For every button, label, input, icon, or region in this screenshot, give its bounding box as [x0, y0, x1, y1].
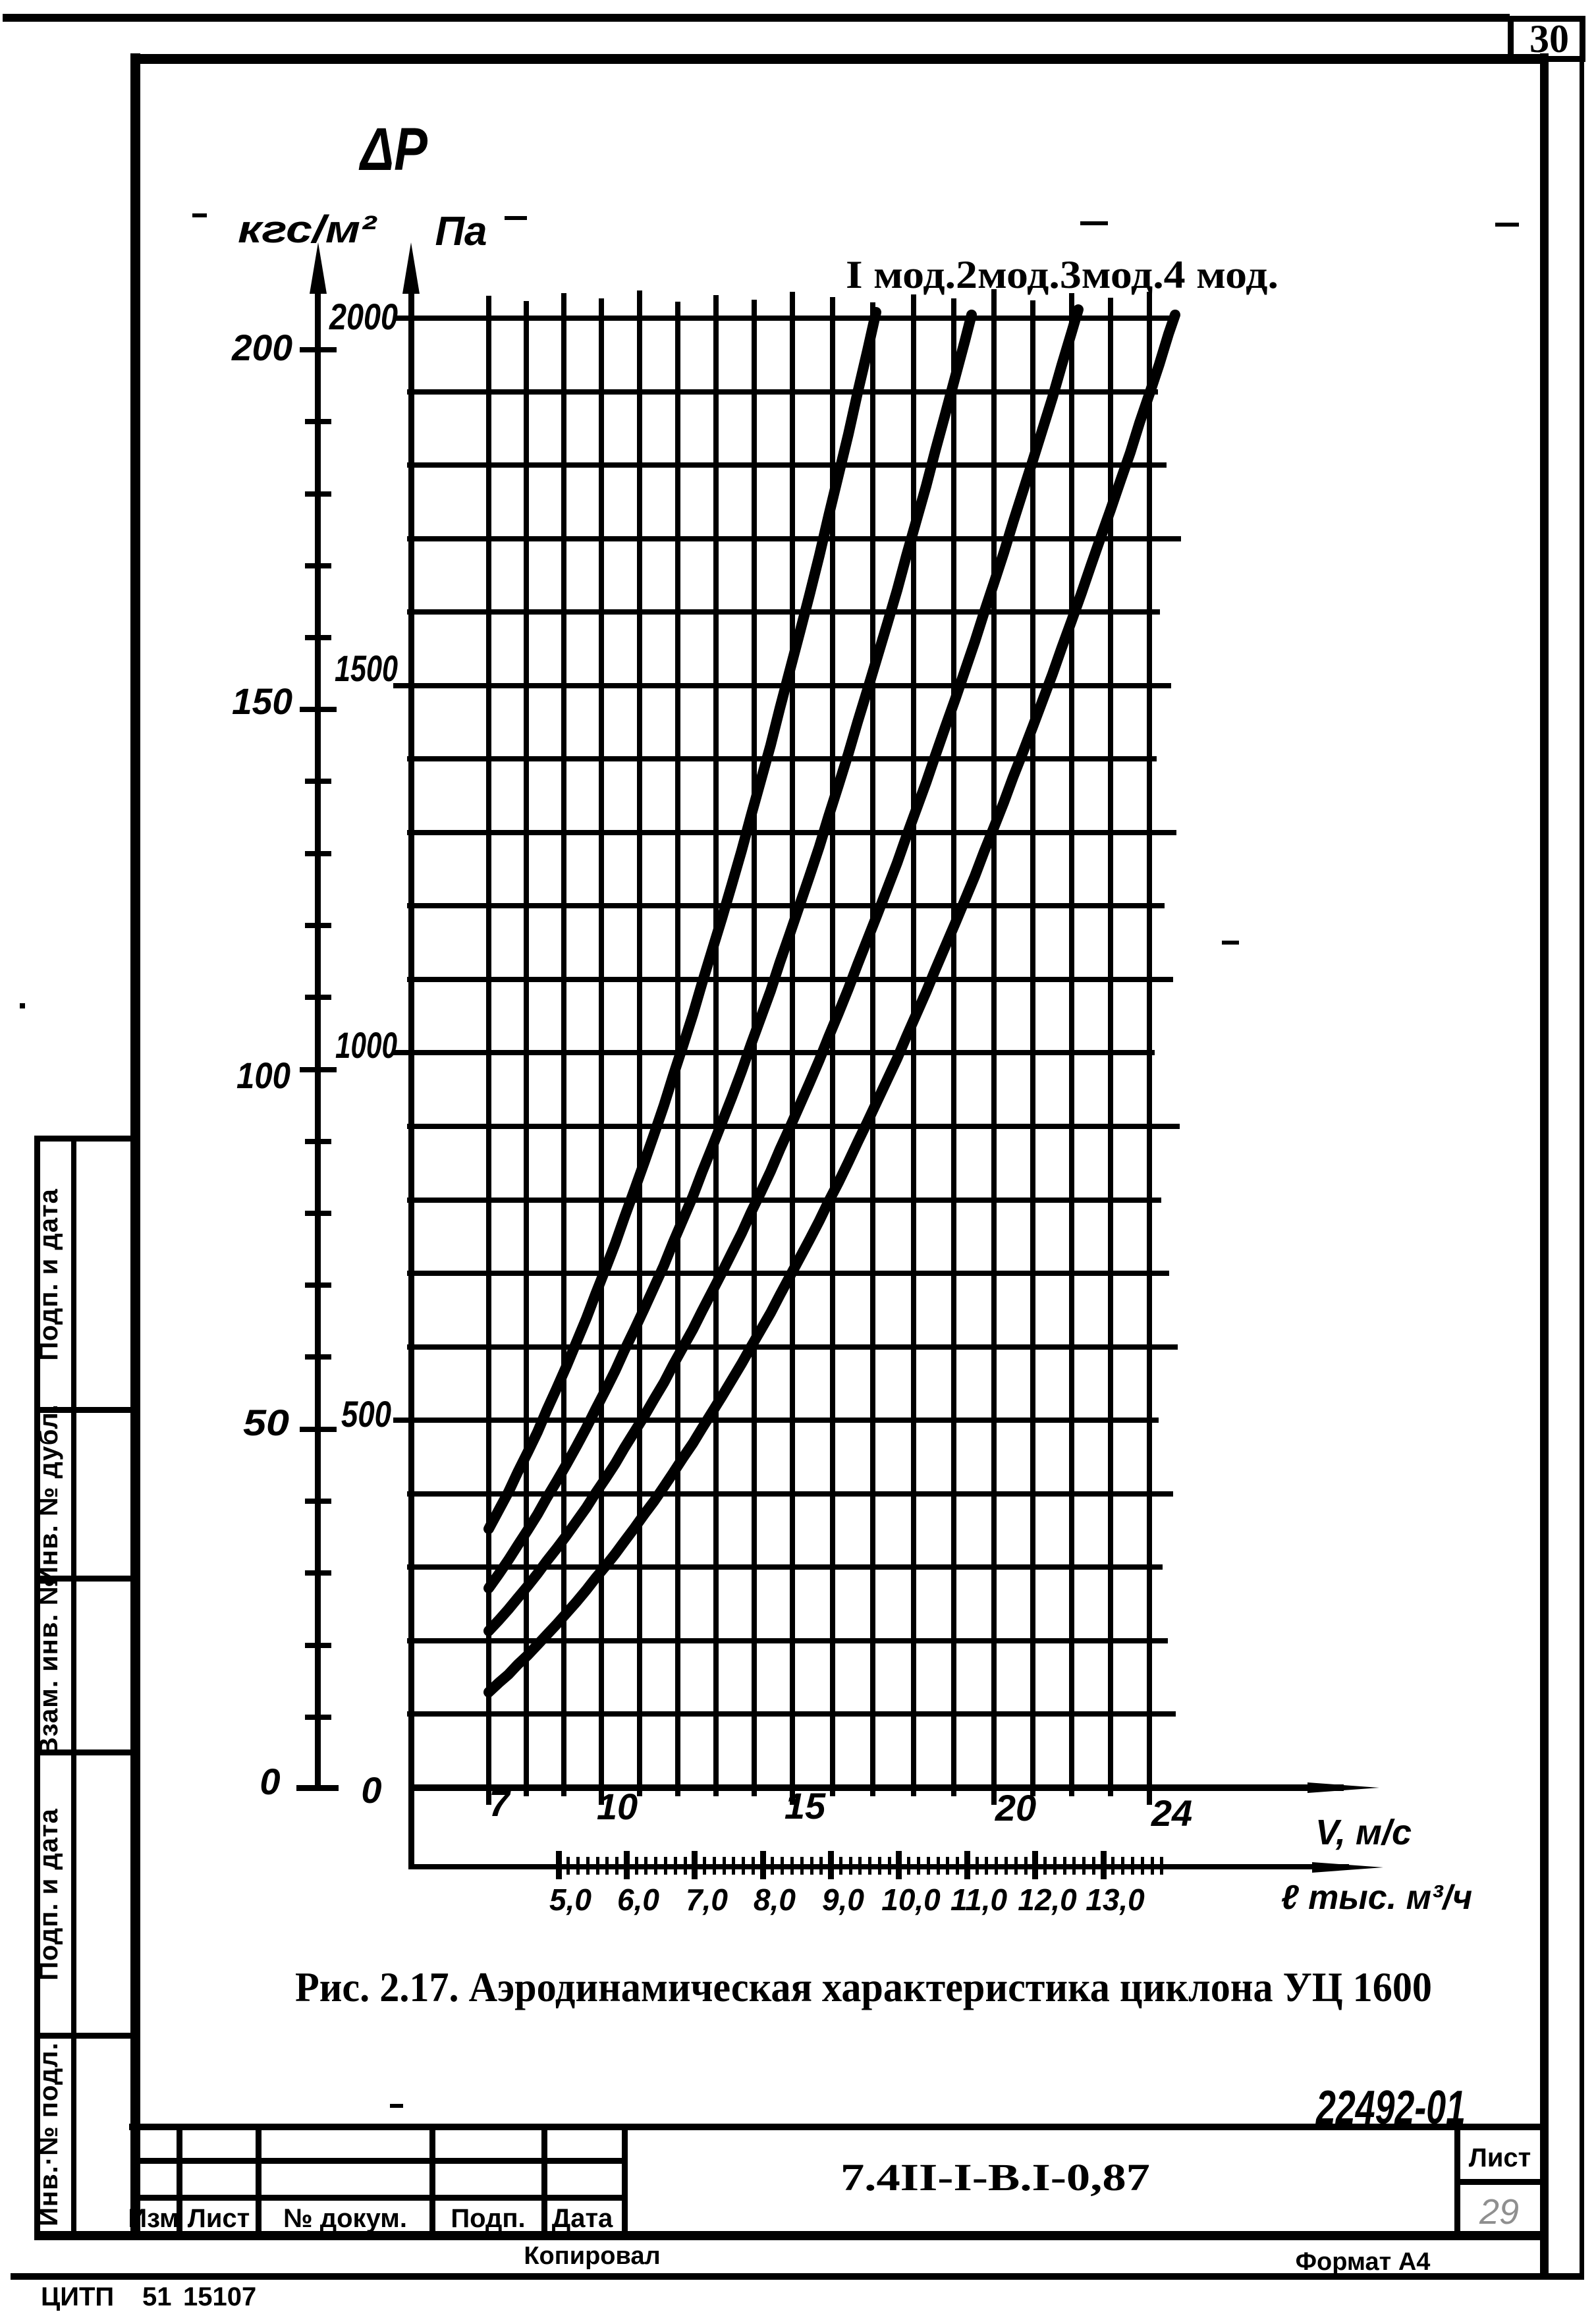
svg-text:30: 30	[1529, 17, 1569, 61]
svg-text:ЦИТП: ЦИТП	[41, 2282, 114, 2311]
svg-text:Формат А4: Формат А4	[1296, 2248, 1431, 2276]
svg-text:20: 20	[995, 1787, 1036, 1829]
svg-text:200: 200	[231, 327, 292, 368]
svg-text:Подп.: Подп.	[451, 2204, 525, 2233]
svg-text:9,0: 9,0	[822, 1883, 864, 1917]
svg-text:I мод.2мод.3мод.4 мод.: I мод.2мод.3мод.4 мод.	[846, 253, 1279, 296]
svg-text:Копировал: Копировал	[524, 2242, 660, 2270]
svg-text:Лист: Лист	[188, 2204, 250, 2233]
svg-text:ΔР: ΔР	[359, 116, 428, 183]
svg-text:Дата: Дата	[552, 2204, 613, 2233]
svg-text:Подп. и дата: Подп. и дата	[34, 1808, 63, 1981]
svg-text:0: 0	[361, 1769, 381, 1811]
svg-text:Подп. и дата: Подп. и дата	[34, 1188, 63, 1361]
svg-text:Инв. № дубл.: Инв. № дубл.	[34, 1404, 63, 1585]
svg-text:11,0: 11,0	[950, 1883, 1008, 1917]
svg-text:ℓ тыс. м³/ч: ℓ тыс. м³/ч	[1281, 1879, 1472, 1917]
svg-text:1000: 1000	[335, 1024, 397, 1066]
svg-text:1500: 1500	[335, 647, 398, 689]
svg-text:7.4II-I-В.I-0,87: 7.4II-I-В.I-0,87	[840, 2156, 1150, 2199]
svg-text:6,0: 6,0	[617, 1883, 659, 1917]
svg-text:Лист: Лист	[1469, 2143, 1531, 2172]
svg-text:150: 150	[232, 680, 292, 722]
svg-text:Изм: Изм	[128, 2204, 179, 2233]
svg-text:Рис. 2.17. Аэродинамическая ха: Рис. 2.17. Аэродинамическая характеристи…	[295, 1964, 1432, 2010]
svg-text:V, м/с: V, м/с	[1315, 1813, 1412, 1852]
svg-text:№ докум.: № докум.	[283, 2204, 407, 2233]
svg-text:12,0: 12,0	[1018, 1883, 1077, 1917]
svg-text:7: 7	[489, 1782, 511, 1824]
svg-text:15107: 15107	[183, 2282, 256, 2311]
svg-text:50: 50	[243, 1402, 289, 1443]
svg-text:5,0: 5,0	[549, 1883, 592, 1917]
svg-text:15: 15	[784, 1785, 826, 1827]
svg-text:22492-01: 22492-01	[1315, 2081, 1466, 2134]
svg-text:7,0: 7,0	[686, 1883, 728, 1917]
svg-text:10,0: 10,0	[881, 1883, 941, 1917]
svg-text:кгс/м²: кгс/м²	[238, 208, 377, 251]
svg-text:0: 0	[260, 1761, 280, 1802]
svg-text:13,0: 13,0	[1086, 1883, 1145, 1917]
svg-text:29: 29	[1479, 2192, 1519, 2232]
svg-text:8,0: 8,0	[754, 1883, 796, 1917]
svg-text:10: 10	[597, 1786, 638, 1827]
svg-text:100: 100	[236, 1055, 290, 1096]
svg-text:2000: 2000	[329, 296, 398, 337]
svg-text:51: 51	[142, 2282, 172, 2311]
svg-text:Па: Па	[435, 209, 487, 254]
svg-text:Взам. инв. №: Взам. инв. №	[34, 1576, 63, 1756]
svg-text:Инв.·№ подл.: Инв.·№ подл.	[34, 2042, 63, 2226]
svg-text:500: 500	[341, 1393, 391, 1435]
svg-text:24: 24	[1151, 1792, 1192, 1834]
